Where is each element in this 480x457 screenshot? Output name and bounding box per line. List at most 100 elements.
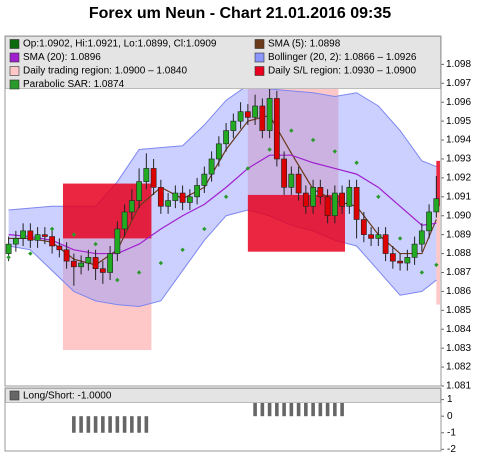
candle-body: [310, 187, 316, 207]
candle-body: [259, 105, 266, 131]
candle-body: [70, 260, 77, 268]
legend-label: Long/Short: -1.0000: [23, 391, 112, 402]
y-tick-label: 1.095: [446, 116, 471, 127]
legend-swatch: [9, 39, 20, 49]
candle-body: [179, 192, 186, 203]
candle-body: [34, 234, 41, 241]
y-tick-label: -1: [447, 427, 456, 438]
bar: [296, 399, 301, 417]
sar-dot: [310, 137, 316, 143]
candle-body: [404, 257, 411, 264]
candle-body: [186, 196, 193, 203]
sar-dot: [332, 149, 338, 154]
bar: [122, 416, 127, 433]
legend-label: SMA (20): 1.0896: [23, 52, 101, 63]
candle-body: [56, 245, 63, 251]
bar: [253, 399, 257, 417]
candle-body: [27, 230, 34, 241]
bar: [101, 416, 105, 433]
legend-swatch: [254, 66, 265, 76]
sar-dot: [136, 270, 142, 275]
bar: [108, 416, 112, 433]
legend-label: Bollinger (20, 2): 1.0866 – 1.0926: [268, 52, 417, 63]
legend-swatch: [254, 39, 265, 49]
sar-dot: [158, 260, 164, 266]
sar-dot: [202, 226, 207, 232]
candle-body: [92, 257, 99, 270]
candle-body: [143, 168, 150, 182]
bar: [340, 399, 344, 417]
sar-dot: [434, 262, 439, 268]
y-tick-label: 1.090: [446, 210, 471, 221]
legend-label: Daily trading region: 1.0900 – 1.0840: [23, 66, 187, 77]
candle-body: [302, 192, 309, 207]
candle-body: [317, 187, 324, 198]
sma-line: [8, 154, 437, 255]
candle-body: [353, 187, 360, 220]
sar-dot: [419, 270, 425, 275]
y-tick-label: 1.098: [446, 59, 471, 70]
sar-dot: [354, 160, 359, 165]
bar: [144, 416, 149, 433]
candle-body: [194, 185, 200, 198]
candle-body: [382, 234, 389, 254]
candle-body: [237, 111, 244, 122]
candle-body: [150, 168, 157, 188]
y-tick-label: 1.087: [446, 267, 471, 278]
y-tick-label: 1.094: [446, 135, 471, 146]
y-tick-label: -2: [447, 444, 456, 455]
candle-body: [389, 253, 396, 262]
sar-dot: [245, 166, 251, 171]
legend-label: Parabolic SAR: 1.0874: [23, 79, 125, 90]
candle-body: [223, 130, 229, 145]
candle-body: [208, 158, 215, 175]
sar-dot: [6, 255, 11, 260]
y-tick-label: 1: [447, 394, 453, 405]
y-tick-label: 1.097: [446, 78, 471, 89]
candle-body: [41, 234, 48, 237]
y-tick-label: 1.081: [446, 381, 471, 392]
y-tick-label: 1.085: [446, 305, 471, 316]
region-box: [436, 206, 440, 305]
candle-body: [99, 268, 106, 273]
bar: [289, 399, 294, 417]
chart-title: Forex um Neun - Chart 21.01.2016 09:35: [89, 5, 391, 22]
candle-body: [426, 211, 432, 232]
y-tick-label: 1.088: [446, 248, 471, 259]
legend-label: SMA (5): 1.0898: [268, 39, 341, 50]
bar: [267, 399, 272, 417]
candle-body: [128, 200, 135, 213]
candle-body: [281, 158, 287, 188]
candle-body: [215, 143, 222, 160]
price-panel: Op:1.0902, Hi:1.0921, Lo:1.0899, Cl:1.09…: [5, 36, 444, 387]
bar: [79, 416, 83, 433]
signal-panel: Long/Short: -1.0000: [5, 388, 444, 450]
legend-swatch: [254, 52, 265, 63]
bar: [275, 399, 279, 417]
sar-dot: [223, 194, 229, 200]
candle-body: [5, 243, 12, 254]
legend-box: [5, 36, 441, 89]
bollinger-lower: [8, 209, 437, 308]
candle-body: [121, 211, 128, 230]
candle-body: [295, 173, 302, 194]
bar: [325, 399, 330, 417]
bar: [137, 416, 141, 433]
sar-dot: [49, 226, 55, 232]
candle-body: [339, 192, 345, 207]
y-tick-label: 1.082: [446, 362, 471, 373]
candle-body: [368, 234, 374, 239]
bar: [282, 399, 286, 417]
candle-body: [157, 187, 164, 207]
y-tick-label: 1.096: [446, 97, 471, 108]
candle-body: [397, 260, 403, 264]
price-frame: [4, 35, 442, 387]
bar: [311, 399, 315, 417]
candle-body: [273, 98, 280, 160]
y-tick-label: 1.092: [446, 173, 471, 184]
bar: [86, 416, 91, 433]
candle-body: [114, 228, 121, 254]
candle-body: [411, 243, 418, 258]
legend-swatch: [9, 390, 20, 401]
